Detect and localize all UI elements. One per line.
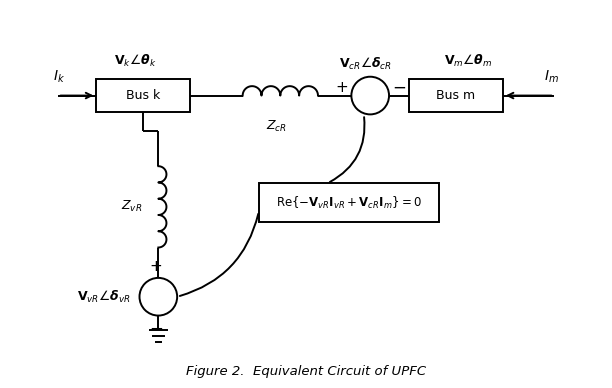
Text: $\mathbf{V}_{vR}\angle\boldsymbol{\delta}_{vR}$: $\mathbf{V}_{vR}\angle\boldsymbol{\delta… — [76, 289, 130, 305]
Text: $\mathbf{V}_k\angle\boldsymbol{\theta}_k$: $\mathbf{V}_k\angle\boldsymbol{\theta}_k… — [114, 52, 156, 69]
Text: +: + — [150, 259, 163, 274]
Text: $\mathbf{V}_m\angle\boldsymbol{\theta}_m$: $\mathbf{V}_m\angle\boldsymbol{\theta}_m… — [444, 52, 493, 69]
Text: −: − — [392, 79, 406, 97]
Text: $Z_{vR}$: $Z_{vR}$ — [121, 199, 142, 215]
Text: $\mathbf{V}_{cR}\angle\boldsymbol{\delta}_{cR}$: $\mathbf{V}_{cR}\angle\boldsymbol{\delta… — [340, 55, 392, 71]
Bar — [409, 79, 503, 112]
Text: +: + — [335, 80, 348, 95]
Text: $\mathrm{Re}\left\{-\mathbf{V}_{vR}\mathbf{I}_{vR}+\mathbf{V}_{cR}\mathbf{I}_m\r: $\mathrm{Re}\left\{-\mathbf{V}_{vR}\math… — [276, 194, 422, 211]
Bar — [259, 183, 439, 222]
Bar — [96, 79, 190, 112]
FancyArrowPatch shape — [180, 214, 258, 296]
Text: Bus k: Bus k — [126, 89, 160, 102]
Text: $Z_{cR}$: $Z_{cR}$ — [266, 119, 286, 134]
Text: $I_m$: $I_m$ — [543, 68, 559, 85]
Text: Figure 2.  Equivalent Circuit of UPFC: Figure 2. Equivalent Circuit of UPFC — [186, 365, 426, 378]
FancyArrowPatch shape — [330, 117, 365, 182]
Text: Bus m: Bus m — [436, 89, 476, 102]
Text: −: − — [149, 320, 163, 338]
Text: $I_k$: $I_k$ — [53, 68, 65, 85]
